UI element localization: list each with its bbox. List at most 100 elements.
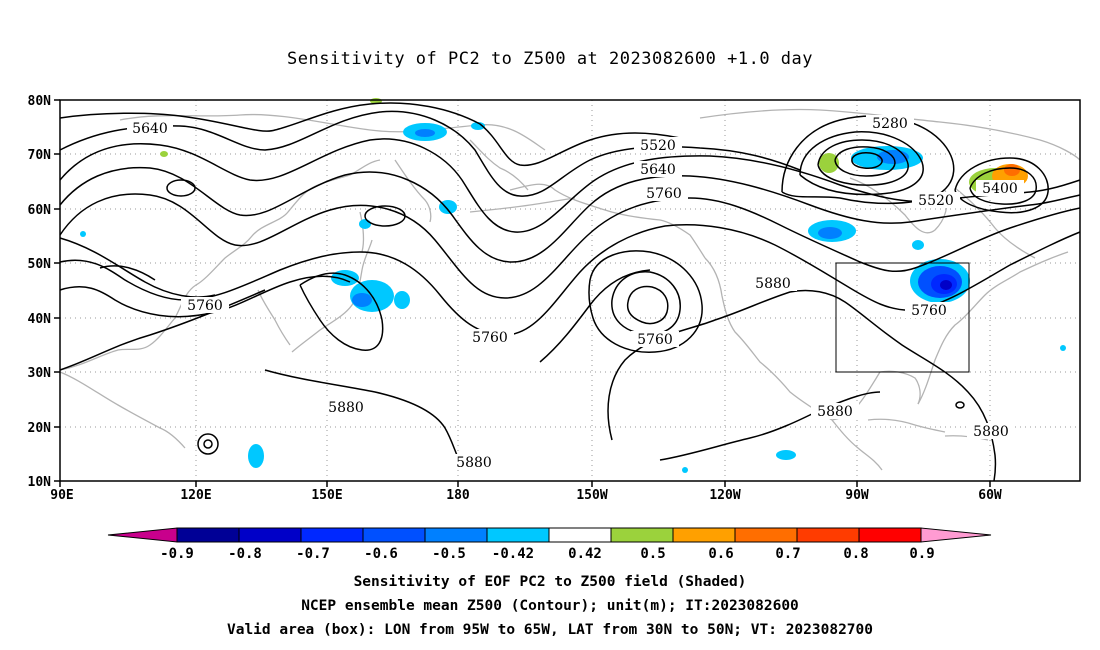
shade-blue: [359, 219, 371, 229]
page-title: Sensitivity of PC2 to Z500 at 2023082600…: [286, 49, 813, 69]
colorbar: -0.9 -0.8 -0.7 -0.6 -0.5 -0.42 0.42 0.5 …: [107, 527, 992, 562]
contour-line: [197, 433, 219, 455]
colorbar-label: 0.7: [775, 546, 800, 562]
contour-label: 5760: [187, 298, 223, 314]
lon-tick-label: 90E: [50, 488, 73, 503]
contour-label: 5400: [982, 181, 1018, 197]
lon-tick-label: 90W: [845, 488, 869, 503]
coastline-asia-east: [59, 159, 381, 371]
lat-axis-labels: 10N 20N 30N 40N 50N 60N 70N 80N: [28, 94, 52, 490]
coastline-korea: [257, 289, 291, 346]
colorbar-label: 0.6: [708, 546, 733, 562]
lat-tick-label: 10N: [28, 475, 52, 490]
contour-label: 5760: [472, 330, 508, 346]
coastline-hudson: [849, 177, 948, 234]
contour-label: 5880: [817, 404, 853, 420]
contour-line: [99, 265, 156, 281]
colorbar-label: -0.8: [228, 546, 262, 562]
colorbar-label: 0.9: [909, 546, 934, 562]
contour-line: [781, 115, 955, 205]
contour-line: [611, 271, 681, 336]
coastline-alaska: [509, 183, 706, 259]
caption-contour: NCEP ensemble mean Z500 (Contour); unit(…: [301, 598, 799, 614]
contour-label: 5760: [646, 186, 682, 202]
colorbar-box: [672, 527, 736, 543]
contour-line: [954, 157, 1049, 214]
contour-label: 5760: [637, 332, 673, 348]
coastline-china-south: [59, 371, 186, 449]
shade-blue: [80, 231, 86, 237]
contour-label: 5880: [456, 455, 492, 471]
contour-line: [659, 391, 881, 461]
contour-line: [607, 289, 997, 482]
shade-blue: [940, 280, 952, 290]
colorbar-label: -0.6: [364, 546, 398, 562]
coastline-aleutians: [469, 197, 576, 213]
shade-green: [160, 151, 168, 157]
colorbar-box: [548, 527, 612, 543]
colorbar-box: [610, 527, 674, 543]
lon-tick-label: 120E: [180, 488, 211, 503]
contour-line: [203, 439, 213, 449]
contour-line: [59, 193, 1081, 299]
contour-label: 5880: [328, 400, 364, 416]
lat-tick-label: 80N: [28, 94, 52, 109]
map-frame: [59, 99, 1081, 482]
shade-blue: [471, 122, 485, 130]
coastlines: [59, 108, 1081, 471]
contour-line: [59, 289, 266, 371]
coastline-cuba: [867, 418, 946, 433]
coastline-japan: [291, 239, 373, 353]
lon-tick-label: 120W: [709, 488, 740, 503]
contour-line: [59, 237, 216, 298]
colorbar-box: [238, 527, 302, 543]
colorbar-box: [176, 527, 240, 543]
contour-label: 5760: [911, 303, 947, 319]
contour-line: [59, 102, 681, 167]
lat-tick-label: 40N: [28, 312, 52, 327]
shade-blue: [248, 444, 264, 468]
lat-tick-label: 50N: [28, 257, 52, 272]
colorbar-label: -0.42: [492, 546, 534, 562]
shade-blue: [818, 227, 842, 239]
coastline-siberia-north: [119, 113, 546, 151]
contour-line: [588, 250, 703, 353]
contour-label: 5640: [132, 121, 168, 137]
colorbar-box: [362, 527, 426, 543]
caption-shaded: Sensitivity of EOF PC2 to Z500 field (Sh…: [353, 574, 747, 590]
contour-line: [539, 269, 651, 363]
contour-line: [817, 139, 909, 186]
shade-blue: [415, 129, 435, 137]
colorbar-label: -0.5: [432, 546, 466, 562]
coastline-sakhalin: [359, 211, 365, 253]
contour-label: 5640: [640, 162, 676, 178]
colorbar-box: [300, 527, 364, 543]
colorbar-box: [486, 527, 550, 543]
contour-line: [969, 167, 1037, 205]
coastline-central-america: [831, 419, 883, 471]
contour-line: [955, 401, 965, 409]
colorbar-box: [858, 527, 922, 543]
colorbar-label: -0.9: [160, 546, 194, 562]
coastline-arctic-canada: [699, 108, 1081, 161]
coastline-bering: [469, 139, 529, 191]
colorbar-label: 0.8: [843, 546, 868, 562]
contour-line: [264, 369, 461, 463]
coastline-kamchatka: [394, 159, 432, 223]
shade-blue: [912, 240, 924, 250]
contour-line: [626, 285, 669, 325]
shade-blue: [352, 293, 372, 307]
contour-line: [799, 131, 924, 196]
lon-axis-labels: 90E 120E 150E 180 150W 120W 90W 60W: [50, 488, 1002, 503]
lon-tick-label: 180: [446, 488, 470, 503]
lat-tick-label: 70N: [28, 148, 52, 163]
shade-blue: [776, 450, 796, 460]
shade-blue: [394, 291, 410, 309]
lon-tick-label: 60W: [978, 488, 1002, 503]
colorbar-left-triangle: [107, 527, 178, 543]
lon-tick-label: 150W: [576, 488, 607, 503]
lat-tick-label: 30N: [28, 366, 52, 381]
contour-line: [851, 152, 883, 169]
coastline-na-west: [704, 257, 833, 421]
contour-line: [364, 205, 406, 227]
